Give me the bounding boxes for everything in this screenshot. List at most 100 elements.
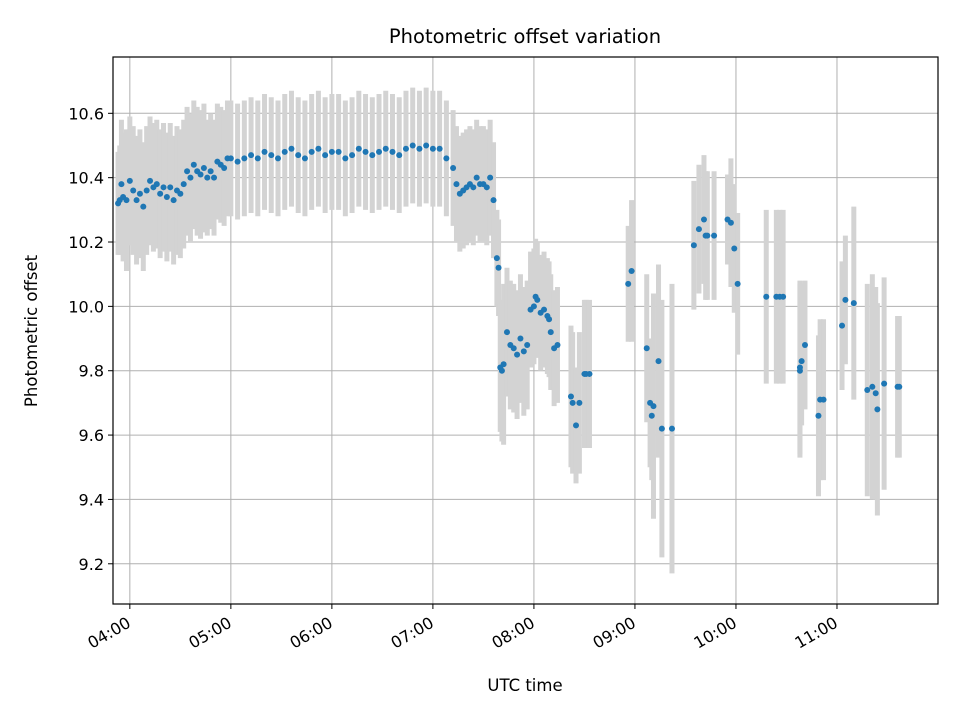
data-point	[711, 232, 718, 239]
data-point	[690, 242, 697, 249]
data-point	[409, 142, 416, 149]
data-point	[130, 187, 137, 194]
data-point	[167, 184, 174, 191]
data-point	[473, 174, 480, 181]
data-point	[268, 152, 275, 159]
data-point	[864, 387, 871, 394]
x-axis-label: UTC time	[487, 676, 562, 695]
data-point	[295, 152, 302, 159]
data-point	[275, 155, 281, 162]
data-point	[503, 329, 510, 336]
data-point	[534, 296, 541, 303]
data-point	[798, 358, 805, 365]
plot-frame	[112, 56, 939, 605]
data-point	[450, 165, 457, 172]
data-point	[731, 245, 738, 252]
data-point	[160, 184, 167, 191]
data-point	[547, 329, 554, 336]
data-point	[234, 158, 241, 165]
data-point	[839, 322, 846, 329]
data-point	[493, 255, 500, 262]
data-point	[573, 422, 580, 429]
data-point	[520, 348, 527, 355]
y-axis-label: Photometric offset	[22, 254, 41, 407]
y-axis-ticks: 9.2 9.4 9.6 9.8 10.0 10.2 10.4 10.6	[68, 104, 113, 574]
data-point	[668, 425, 675, 432]
data-point	[140, 203, 147, 210]
data-point	[153, 181, 160, 188]
data-point	[586, 370, 593, 377]
data-point	[126, 177, 133, 184]
data-point	[147, 177, 154, 184]
data-point	[288, 145, 295, 152]
y-tick-label: 10.4	[68, 169, 104, 188]
data-point	[204, 174, 211, 181]
data-point	[436, 145, 443, 152]
data-point	[554, 341, 561, 348]
data-point	[402, 145, 409, 152]
data-point	[567, 393, 574, 400]
data-point	[416, 145, 423, 152]
data-point	[815, 412, 822, 419]
data-point	[136, 190, 143, 197]
y-tick-label: 10.0	[68, 297, 104, 316]
data-point	[655, 358, 662, 365]
data-point	[429, 145, 436, 152]
data-point	[874, 406, 881, 413]
data-point	[734, 280, 741, 287]
data-point	[896, 383, 903, 390]
data-point	[700, 216, 707, 223]
data-point	[133, 197, 140, 204]
data-point	[881, 380, 888, 387]
data-point	[241, 155, 248, 162]
y-tick-label: 9.2	[79, 555, 104, 574]
data-point	[423, 142, 430, 149]
data-point	[322, 152, 329, 159]
data-point	[727, 219, 734, 226]
data-point	[643, 345, 650, 352]
chart-title: Photometric offset variation	[389, 25, 661, 48]
data-point	[261, 148, 268, 155]
y-tick-label: 9.4	[79, 490, 104, 509]
data-point	[200, 165, 207, 172]
data-point	[495, 264, 502, 271]
data-point	[315, 145, 322, 152]
data-point	[510, 345, 517, 352]
data-point	[628, 267, 635, 274]
data-point	[301, 155, 308, 162]
data-point	[170, 197, 177, 204]
data-point	[650, 403, 657, 410]
data-points	[115, 142, 903, 432]
data-point	[801, 341, 808, 348]
data-point	[143, 187, 150, 194]
data-point	[281, 148, 288, 155]
data-point	[227, 155, 234, 162]
data-point	[177, 190, 184, 197]
data-point	[490, 197, 497, 204]
data-point	[763, 293, 770, 300]
data-point	[648, 412, 655, 419]
data-point	[342, 155, 349, 162]
data-point	[118, 181, 125, 188]
data-point	[211, 174, 218, 181]
data-point	[514, 351, 521, 358]
data-point	[850, 300, 857, 307]
data-point	[498, 367, 505, 374]
data-point	[254, 155, 261, 162]
data-point	[396, 152, 403, 159]
data-point	[376, 148, 383, 155]
data-point	[207, 168, 214, 175]
data-point	[842, 296, 849, 303]
data-point	[483, 184, 490, 191]
data-point	[658, 425, 665, 432]
y-tick-label: 10.6	[68, 104, 104, 123]
data-point	[248, 152, 255, 159]
data-point	[453, 181, 460, 188]
data-point	[546, 316, 553, 323]
data-point	[695, 226, 702, 233]
data-point	[355, 145, 362, 152]
data-point	[443, 155, 450, 162]
data-point	[221, 165, 228, 172]
data-point	[369, 152, 376, 159]
